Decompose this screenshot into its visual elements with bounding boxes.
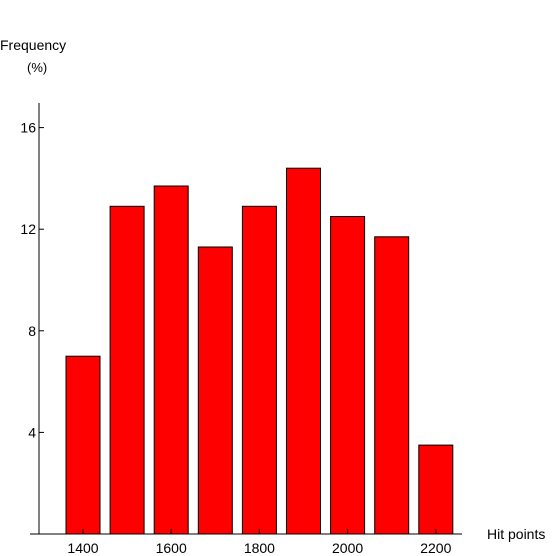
bar-1600 bbox=[153, 185, 189, 535]
ticks-group: 4 8 12 16 1400 1600 1800 2000 2200 bbox=[20, 120, 451, 556]
bar-1800 bbox=[241, 205, 277, 535]
y-tick-label-4: 4 bbox=[28, 424, 36, 440]
y-axis-unit: (%) bbox=[27, 60, 47, 75]
y-axis-title: Frequency bbox=[0, 37, 66, 53]
x-tick-label-1400: 1400 bbox=[67, 540, 98, 556]
x-tick-label-2000: 2000 bbox=[332, 540, 363, 556]
bar-1400 bbox=[65, 355, 101, 535]
bar-2200 bbox=[418, 444, 454, 535]
x-tick-label-2200: 2200 bbox=[420, 540, 451, 556]
x-axis-title: Hit points bbox=[487, 526, 545, 542]
bar-1700 bbox=[197, 246, 233, 535]
y-tick-label-12: 12 bbox=[20, 221, 36, 237]
y-tick-label-8: 8 bbox=[28, 323, 36, 339]
bar-2000 bbox=[330, 216, 366, 535]
bar-1900 bbox=[286, 167, 321, 535]
y-tick-label-16: 16 bbox=[20, 120, 36, 136]
bar-2100 bbox=[374, 236, 410, 535]
x-tick-label-1600: 1600 bbox=[156, 540, 187, 556]
x-tick-label-1800: 1800 bbox=[244, 540, 275, 556]
bar-1500 bbox=[109, 205, 145, 535]
bars-group bbox=[65, 167, 454, 535]
